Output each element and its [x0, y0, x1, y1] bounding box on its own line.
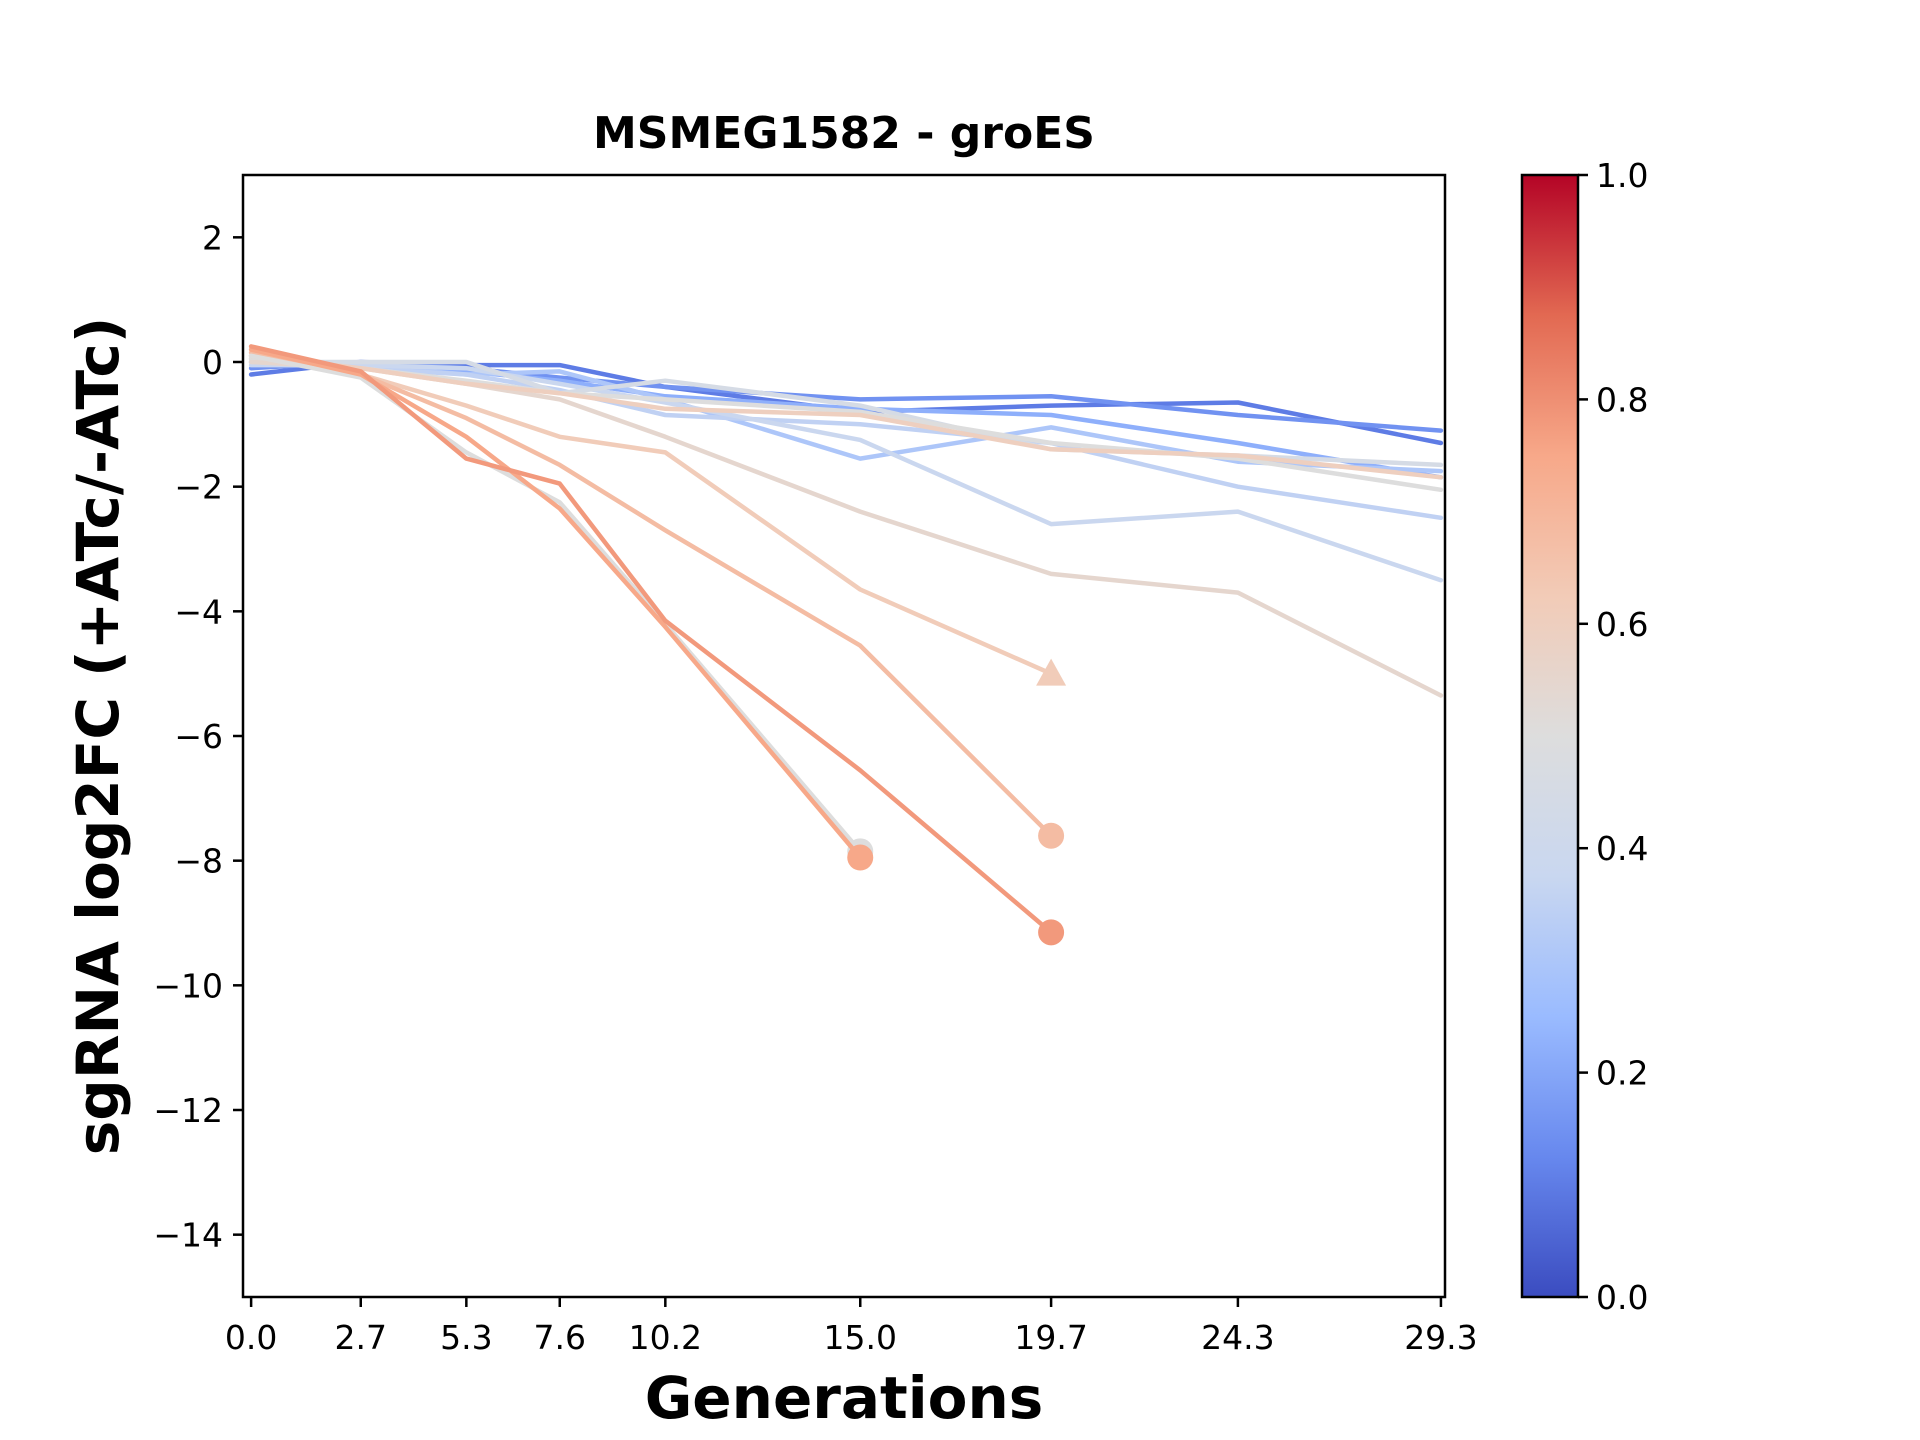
x-tick-label: 7.6	[534, 1318, 586, 1357]
colorbar-tick-label: 0.2	[1596, 1054, 1648, 1093]
y-tick-label: −6	[174, 717, 223, 756]
y-tick-label: −4	[174, 592, 223, 631]
x-tick-label: 19.7	[1014, 1318, 1087, 1357]
x-tick-label: 2.7	[335, 1318, 387, 1357]
x-axis-label: Generations	[645, 1364, 1044, 1432]
series-line-5	[248, 362, 1444, 583]
x-tick-label: 5.3	[440, 1318, 492, 1357]
series-end-marker	[1036, 658, 1067, 686]
colorbar-frame	[1520, 173, 1580, 1299]
chart-title: MSMEG1582 - groES	[593, 108, 1095, 159]
y-tick-label: −10	[153, 966, 223, 1005]
colorbar-ticks: 0.0 0.2 0.4 0.6 0.8 1.0	[1578, 156, 1648, 1317]
series-line-10	[248, 353, 1054, 676]
colorbar	[1522, 175, 1578, 1297]
x-tick-label: 24.3	[1201, 1318, 1274, 1357]
series-line-4	[248, 359, 1444, 521]
colorbar-tick-label: 0.0	[1596, 1278, 1648, 1317]
series-layer	[248, 344, 1444, 946]
y-tick-label: −8	[174, 842, 223, 881]
series-end-marker	[1038, 822, 1065, 849]
x-tick-label: 0.0	[225, 1318, 277, 1357]
series-line-9	[248, 353, 1444, 480]
colorbar-tick-label: 0.8	[1596, 380, 1648, 419]
colorbar-tick-label: 1.0	[1596, 156, 1648, 195]
series-line-12	[248, 353, 863, 854]
y-axis-label: sgRNA log2FC (+ATc/-ATc)	[64, 317, 132, 1155]
y-axis-ticks: 2 0 −2 −4 −6 −8 −10 −12 −14	[153, 218, 243, 1255]
series-line-13	[248, 347, 863, 860]
colorbar-tick-label: 0.4	[1596, 829, 1648, 868]
y-tick-label: −14	[153, 1216, 223, 1255]
y-tick-label: −2	[174, 468, 223, 507]
x-tick-label: 10.2	[629, 1318, 702, 1357]
y-tick-label: −12	[153, 1091, 223, 1130]
x-tick-label: 15.0	[824, 1318, 897, 1357]
y-tick-label: 0	[202, 343, 223, 382]
series-line-14	[248, 344, 1054, 935]
colorbar-tick-label: 0.6	[1596, 605, 1648, 644]
series-end-marker	[1038, 919, 1065, 946]
x-tick-label: 29.3	[1404, 1318, 1477, 1357]
y-tick-label: 2	[202, 218, 223, 257]
plot-frame	[241, 173, 1447, 1299]
series-end-marker	[847, 844, 874, 871]
x-axis-ticks: 0.0 2.7 5.3 7.6 10.2 15.0 19.7 24.3 29.3	[225, 1297, 1478, 1357]
